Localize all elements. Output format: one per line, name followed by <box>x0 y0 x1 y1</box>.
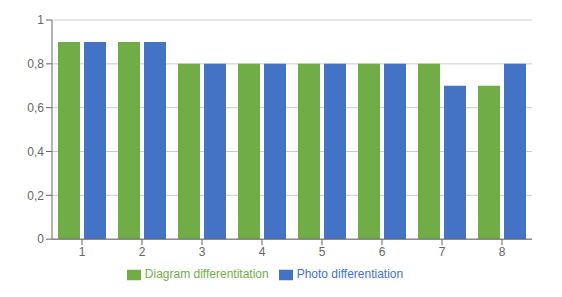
svg-text:7: 7 <box>439 245 446 259</box>
svg-text:2: 2 <box>139 245 146 259</box>
svg-text:5: 5 <box>319 245 326 259</box>
svg-text:6: 6 <box>379 245 386 259</box>
svg-text:0,4: 0,4 <box>27 145 44 159</box>
svg-text:4: 4 <box>259 245 266 259</box>
svg-text:0: 0 <box>37 232 44 246</box>
svg-text:1: 1 <box>37 13 44 27</box>
svg-text:8: 8 <box>499 245 506 259</box>
svg-text:1: 1 <box>79 245 86 259</box>
html-text:Photo differentiation: Photo differentiation <box>296 267 404 282</box>
svg-text:3: 3 <box>199 245 206 259</box>
svg-text:0,2: 0,2 <box>27 189 44 203</box>
svg-text:0,8: 0,8 <box>27 57 44 71</box>
html-text:Diagram differentitation: Diagram differentitation <box>144 267 269 282</box>
svg-text:0,6: 0,6 <box>27 101 44 115</box>
